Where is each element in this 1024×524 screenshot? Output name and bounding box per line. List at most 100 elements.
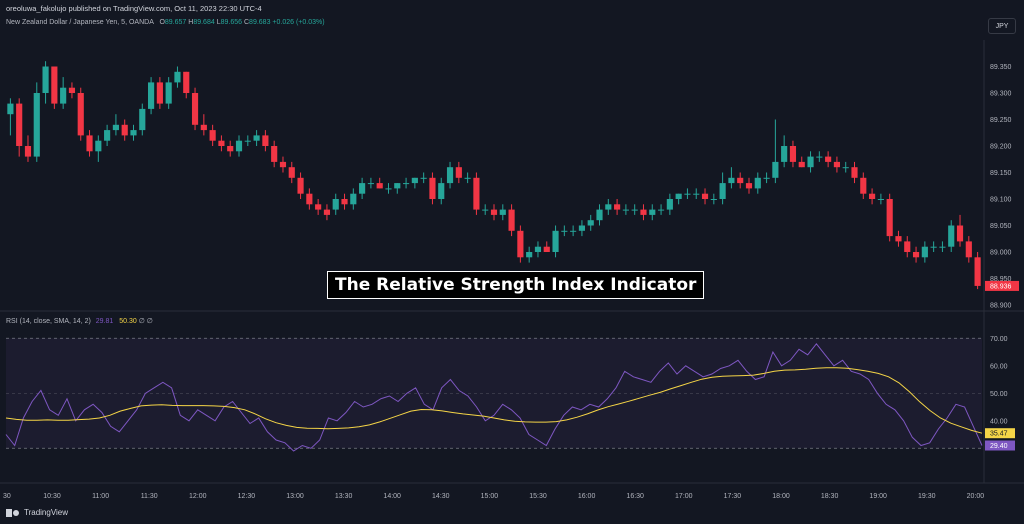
time-tick-label: 11:00 (92, 493, 109, 500)
rsi-legend-icons[interactable]: ∅ ∅ (138, 318, 153, 325)
candle-body (728, 177, 735, 184)
time-tick-label: 12:30 (238, 493, 256, 500)
rsi-tick-label: 50.00 (990, 391, 1008, 398)
candle-body (614, 204, 621, 210)
price-tick-label: 89.100 (990, 197, 1012, 204)
candle-body (517, 230, 524, 258)
candle-body (543, 246, 550, 252)
price-tick-label: 89.200 (990, 144, 1012, 151)
candle-body (306, 193, 313, 205)
candle-body (948, 225, 955, 247)
candle-body (42, 66, 49, 93)
candle-body (622, 209, 629, 211)
time-tick-label: 11:30 (141, 493, 158, 500)
candle-body (781, 146, 788, 162)
candle-body (737, 177, 744, 184)
candle-body (464, 177, 471, 179)
candle-body (279, 161, 287, 168)
candle-body (112, 124, 119, 131)
candle-body (315, 204, 322, 210)
candle-body (156, 82, 163, 104)
rsi-last-label: 29.40 (990, 443, 1008, 450)
candle-body (526, 252, 533, 258)
candle-body (218, 140, 225, 146)
rsi-series-line (5, 342, 983, 452)
sma-legend-value: 50.30 (119, 318, 137, 325)
candle-body (877, 199, 884, 200)
price-tick-label: 89.000 (990, 250, 1012, 257)
time-tick-label: 19:00 (869, 493, 887, 500)
currency-button[interactable]: JPY (988, 18, 1016, 34)
candle-body (446, 167, 454, 184)
candle-body (701, 193, 709, 199)
candle-body (332, 199, 339, 210)
candle-body (174, 71, 181, 83)
high-label: H (188, 19, 194, 26)
price-tick-label: 88.950 (990, 276, 1012, 283)
last-price-label: 88.936 (990, 283, 1012, 290)
candle-body (895, 236, 902, 242)
time-tick-label: 17:00 (675, 493, 693, 500)
candle-body (798, 161, 805, 168)
candle-body (288, 167, 295, 178)
time-tick-label: 10:30 (43, 493, 61, 500)
open-label: O (159, 19, 165, 26)
candle-body (473, 177, 480, 210)
candle-body (649, 209, 656, 215)
candle-body (95, 140, 102, 152)
time-tick-label: 18:30 (821, 493, 839, 500)
candle-body (121, 124, 128, 136)
candle-body (772, 161, 779, 178)
rsi-tick-label: 70.00 (990, 336, 1008, 343)
time-tick-label: 15:30 (529, 493, 547, 500)
candle-body (860, 177, 867, 194)
candle-body (209, 130, 216, 141)
candle-body (7, 103, 14, 115)
time-tick-label: 14:30 (432, 493, 450, 500)
candle-body (912, 252, 920, 258)
candle-body (939, 246, 946, 248)
symbol-legend: New Zealand Dollar / Japanese Yen, 5, OA… (6, 19, 325, 26)
candle-body (227, 146, 234, 152)
candle-body (719, 183, 726, 199)
candle-body (974, 257, 981, 286)
candle-body (675, 193, 682, 199)
candle-body (763, 177, 770, 179)
candle-body (271, 146, 278, 162)
symbol-name: New Zealand Dollar / Japanese Yen, 5, OA… (6, 19, 154, 26)
candle-body (657, 209, 665, 211)
time-tick-label: 12:00 (189, 493, 207, 500)
price-tick-label: 89.250 (990, 117, 1012, 124)
candle-body (130, 130, 137, 136)
time-tick-label: 13:30 (335, 493, 353, 500)
candle-body (68, 87, 76, 93)
candle-body (605, 204, 612, 210)
time-tick-label: 13:00 (286, 493, 304, 500)
candle-body (402, 183, 410, 185)
low-value: 89.656 (220, 19, 243, 26)
rsi-legend-value: 29.81 (95, 318, 114, 325)
candle-body (16, 103, 23, 146)
candle-body (367, 183, 374, 185)
candle-body (385, 188, 392, 190)
candle-body (710, 199, 717, 200)
candle-body (86, 135, 93, 152)
price-tick-label: 89.150 (990, 170, 1012, 177)
close-label: C (243, 19, 250, 26)
candle-body (578, 225, 586, 231)
candle-body (631, 209, 638, 211)
candle-body (33, 93, 40, 157)
candle-body (587, 220, 594, 226)
footer-brand[interactable]: TradingView (6, 508, 68, 517)
low-label: L (216, 19, 221, 26)
candle-body (825, 156, 832, 162)
candle-body (455, 167, 462, 178)
candle-body (438, 183, 445, 199)
time-tick-label: 17:30 (724, 493, 742, 500)
time-tick-label: 14:00 (383, 493, 401, 500)
candle-body (570, 230, 577, 232)
candle-body (148, 82, 155, 109)
time-tick-label: 19:30 (918, 493, 936, 500)
candle-body (640, 209, 647, 215)
